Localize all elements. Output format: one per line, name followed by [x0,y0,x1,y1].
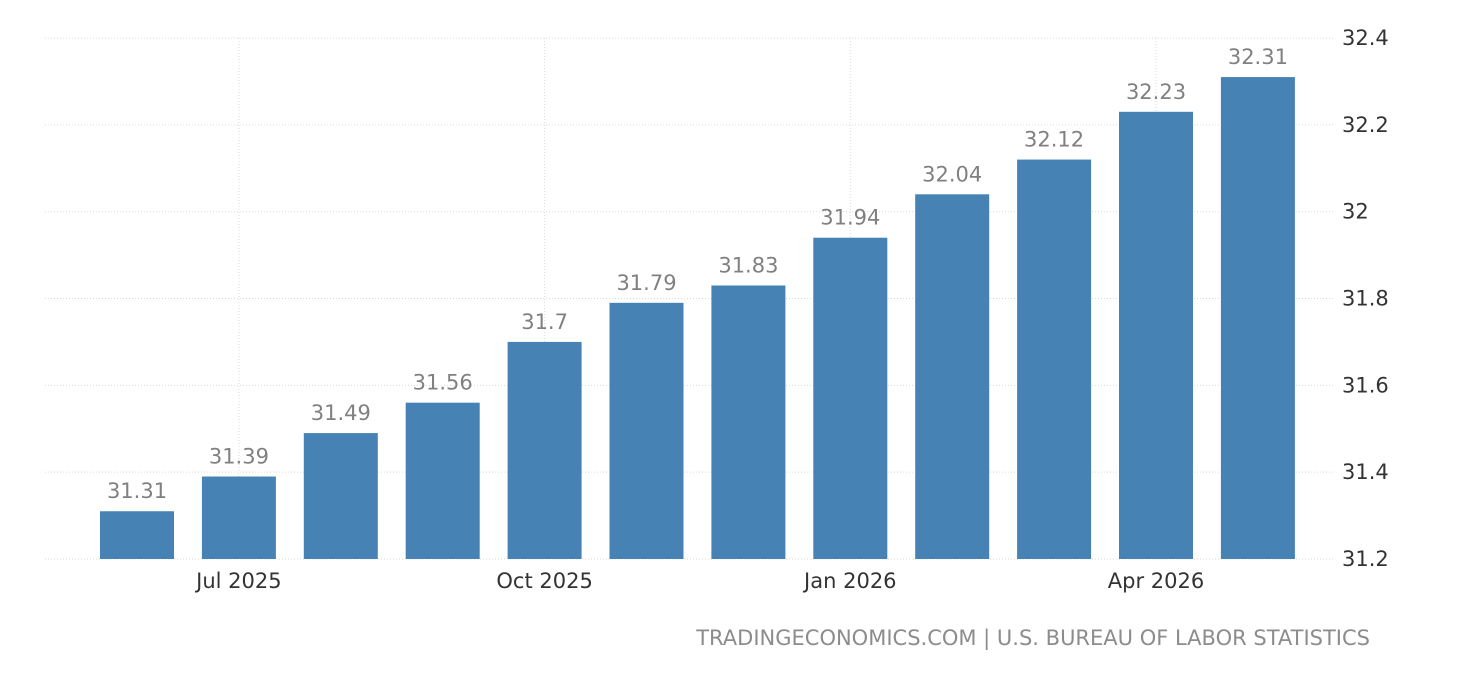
y-tick-label: 31.2 [1342,547,1389,571]
bar-value-label: 31.39 [209,445,269,469]
bar [303,433,378,559]
x-tick-label: Jan 2026 [802,569,897,593]
x-axis-ticks: Jul 2025 Oct 2025 Jan 2026 Apr 2026 [194,569,1204,593]
y-tick-label: 32.2 [1342,113,1389,137]
bar-chart: 31.31 31.39 31.49 31.56 31.7 31.79 31.83 31.94 3… [45,26,1389,593]
bars [100,77,1295,560]
bar [100,511,174,559]
bar [405,402,480,559]
y-axis-ticks: 31.2 31.4 31.6 31.8 32 32.2 32.4 [1342,26,1389,571]
bar-value-label: 32.12 [1024,128,1084,152]
bar [1220,77,1295,559]
x-tick-label: Apr 2026 [1108,569,1204,593]
source-attribution: TRADINGECONOMICS.COM | U.S. BUREAU OF LA… [696,626,1370,650]
x-tick-label: Oct 2025 [496,569,592,593]
data-labels: 31.31 31.39 31.49 31.56 31.7 31.79 31.83 31.94 3… [107,45,1288,503]
y-tick-label: 32 [1342,200,1369,224]
bar [1119,111,1193,559]
y-tick-label: 31.8 [1342,287,1389,311]
bar-value-label: 31.94 [820,206,880,230]
bar [915,194,990,560]
bar-value-label: 32.04 [922,162,982,186]
bar-value-label: 31.79 [616,271,676,295]
bar-value-label: 31.83 [718,253,778,277]
y-tick-label: 31.6 [1342,373,1389,397]
bar-value-label: 31.31 [107,479,167,503]
bar-value-label: 31.7 [521,310,568,334]
bar [1017,159,1092,560]
bar-value-label: 31.56 [413,371,473,395]
bar-value-label: 32.31 [1228,45,1288,69]
y-tick-label: 31.4 [1342,460,1389,484]
bar [813,237,888,559]
bar [711,285,786,559]
bar [201,476,276,559]
bar-value-label: 31.49 [311,401,371,425]
bar [609,302,684,559]
y-tick-label: 32.4 [1342,26,1389,50]
bar-value-label: 32.23 [1126,80,1186,104]
x-tick-label: Jul 2025 [194,569,281,593]
bar [507,341,582,559]
